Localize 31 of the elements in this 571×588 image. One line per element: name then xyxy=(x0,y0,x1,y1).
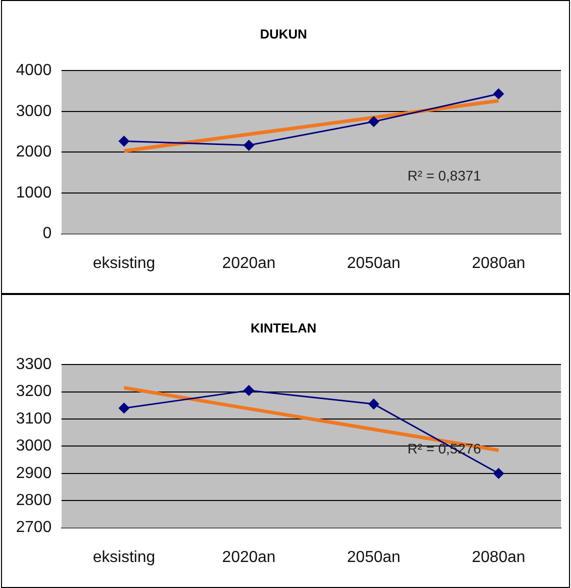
chart-title: DUKUN xyxy=(260,26,307,42)
y-tick-label: 3000 xyxy=(16,438,52,455)
y-tick-label: 0 xyxy=(42,225,52,242)
point xyxy=(493,88,504,100)
y-tick-label: 3300 xyxy=(16,356,52,374)
x-tick-label: eksisting xyxy=(92,254,156,272)
point xyxy=(368,116,379,127)
point xyxy=(118,402,130,414)
point xyxy=(244,140,254,151)
y-tick-label: 2800 xyxy=(16,492,52,510)
point xyxy=(368,398,379,410)
x-tick-label: 2080an xyxy=(472,254,526,272)
annotation: R² = 0,8371 xyxy=(408,168,482,184)
point xyxy=(493,468,504,479)
y-tick-label: 2000 xyxy=(16,144,52,161)
chart-title: KINTELAN xyxy=(250,320,316,336)
x-tick-label: 2080an xyxy=(472,548,526,566)
y-tick-label: 4000 xyxy=(16,62,52,80)
y-tick-label: 2900 xyxy=(16,464,52,482)
x-tick-label: eksisting xyxy=(92,548,156,566)
y-tick-label: 2700 xyxy=(16,519,52,536)
x-tick-label: 2020an xyxy=(222,254,276,272)
point xyxy=(244,385,254,396)
y-tick-label: 3200 xyxy=(16,383,52,400)
x-tick-label: 2050an xyxy=(347,548,400,566)
y-tick-label: 3100 xyxy=(16,410,52,428)
point xyxy=(118,136,130,146)
x-tick-label: 2020an xyxy=(222,548,276,566)
x-tick-label: 2050an xyxy=(347,254,400,272)
y-tick-label: 1000 xyxy=(16,184,52,202)
y-tick-label: 3000 xyxy=(16,102,52,120)
